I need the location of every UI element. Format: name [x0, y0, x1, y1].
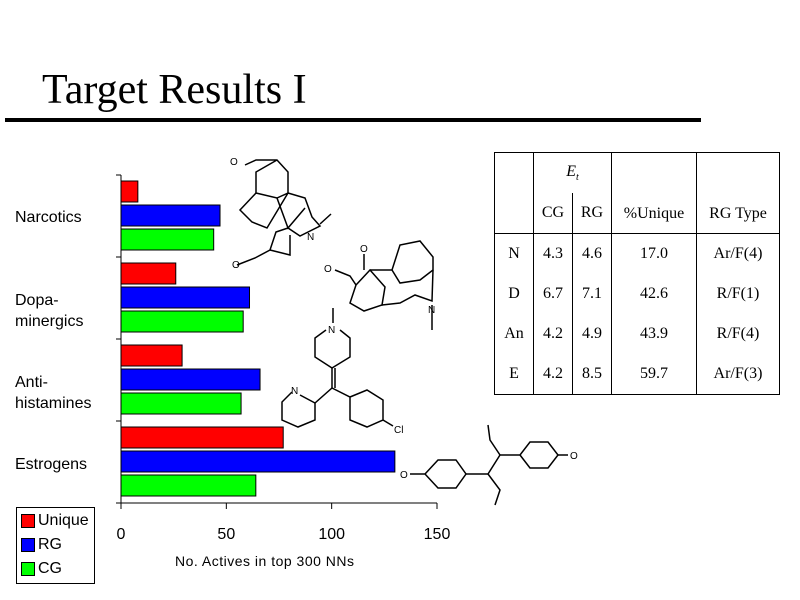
- legend-swatch-rg: [21, 538, 35, 552]
- table-cell: 8.5: [572, 354, 612, 395]
- legend-label: Unique: [38, 512, 89, 529]
- legend-item-rg: RG: [21, 536, 62, 554]
- et-symbol: E: [566, 162, 576, 180]
- et-subscript: t: [576, 172, 579, 184]
- atom-label: O: [232, 260, 240, 271]
- table-cell: 4.3: [533, 233, 573, 274]
- table-cell: 4.2: [533, 314, 573, 354]
- table-cell: 59.7: [611, 354, 697, 395]
- legend-item-unique: Unique: [21, 512, 89, 530]
- atom-label: O: [230, 157, 238, 168]
- atom-label: Cl: [394, 425, 403, 436]
- atom-label: N: [307, 232, 314, 243]
- x-tick-label: 150: [424, 526, 451, 543]
- table-cell: 4.2: [533, 354, 573, 395]
- apomorphine-structure-icon: O O N: [324, 240, 435, 330]
- estrogen-structure-icon: O O: [400, 424, 578, 506]
- table-cell: R/F(1): [696, 274, 780, 314]
- table-cell: 17.0: [611, 233, 697, 274]
- x-tick-label: 0: [117, 526, 126, 543]
- atom-label: O: [360, 244, 368, 255]
- atom-label: N: [428, 305, 435, 316]
- category-label-estrogens: Estrogens: [15, 456, 88, 473]
- legend-swatch-unique: [21, 514, 35, 528]
- table-cell: 7.1: [572, 274, 612, 314]
- legend-label: RG: [38, 536, 62, 553]
- table-header-unique: %Unique: [611, 152, 697, 234]
- table-cell: 42.6: [611, 274, 697, 314]
- antihistamine-structure-icon: N N Cl: [281, 308, 403, 436]
- table-cell: Ar/F(3): [696, 354, 780, 395]
- category-label-narcotics: Narcotics: [15, 209, 82, 226]
- table-cell: Ar/F(4): [696, 233, 780, 274]
- table-cell: 4.6: [572, 233, 612, 274]
- atom-label: N: [328, 325, 335, 336]
- x-axis-label: No. Actives in top 300 NNs: [175, 553, 355, 569]
- x-tick-label: 100: [318, 526, 345, 543]
- legend-label: CG: [38, 560, 62, 577]
- x-tick-label: 50: [217, 526, 235, 543]
- legend: Unique RG CG: [16, 507, 95, 584]
- atom-label: O: [400, 470, 408, 481]
- atom-label: O: [324, 264, 332, 275]
- category-label-dopaminergics: Dopa- minergics: [15, 292, 84, 330]
- title-divider: [5, 118, 701, 122]
- morphine-structure-icon: O O N: [230, 157, 332, 271]
- atom-label: O: [570, 451, 578, 462]
- table-cell: N: [508, 245, 520, 262]
- atom-label: N: [291, 386, 298, 397]
- table-header-rgtype: RG Type: [696, 152, 780, 234]
- legend-item-cg: CG: [21, 560, 62, 578]
- results-table: Et %Unique RG Type CG RG N 4.3 4.6 17.0 …: [494, 152, 780, 395]
- table-cell: 4.9: [572, 314, 612, 354]
- slide-title: Target Results I: [42, 67, 307, 113]
- table-cell: 43.9: [611, 314, 697, 354]
- table-header-cg: CG: [533, 193, 573, 234]
- table-cell: D: [508, 285, 520, 302]
- table-cell: R/F(4): [696, 314, 780, 354]
- table-cell: 6.7: [533, 274, 573, 314]
- table-cell: An: [504, 325, 524, 342]
- legend-swatch-cg: [21, 562, 35, 576]
- table-header-rg: RG: [572, 193, 612, 234]
- table-cell: E: [509, 365, 519, 382]
- table-group-header: Et: [533, 152, 612, 193]
- category-label-antihistamines: Anti- histamines: [15, 374, 92, 412]
